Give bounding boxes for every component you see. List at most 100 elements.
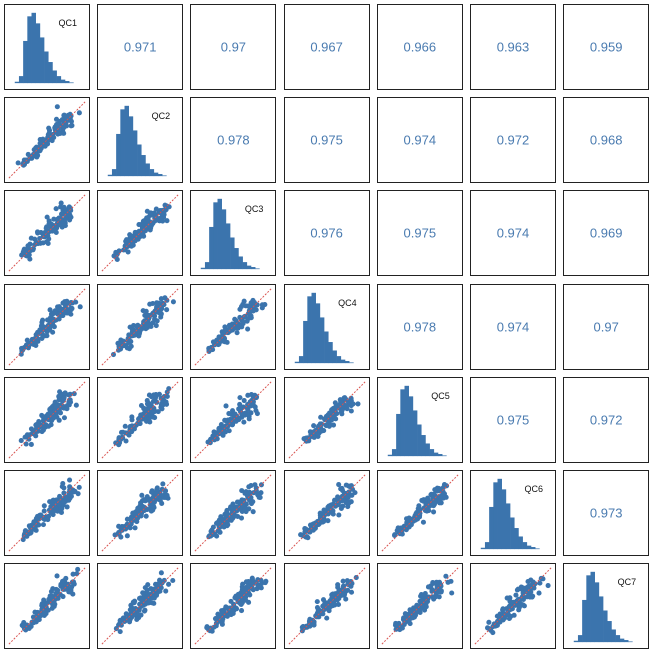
histogram-bar (340, 359, 345, 363)
scatter-point (239, 488, 245, 494)
scatter-point (260, 301, 266, 307)
histogram-bar (243, 262, 248, 270)
scatter-point (121, 618, 127, 624)
scatter-point (63, 300, 69, 306)
scatter-point (343, 482, 349, 488)
histogram-bar (120, 109, 125, 177)
scatter-point (63, 216, 69, 222)
scatter-point (61, 415, 67, 421)
scatter-point (501, 614, 507, 620)
correlation-cell: 0.975 (376, 190, 463, 277)
histogram-bar (226, 223, 231, 270)
correlation-value: 0.972 (589, 412, 623, 428)
scatter-point (443, 573, 449, 579)
scatter-point (135, 233, 141, 239)
identity-line (194, 288, 272, 366)
identity-line (8, 381, 86, 459)
scatter-point (156, 300, 162, 306)
scatter-point (20, 536, 26, 543)
scatter-point (226, 326, 233, 332)
scatter-point (430, 588, 436, 594)
scatter-point (306, 529, 313, 535)
scatter-point (220, 432, 226, 438)
scatter-point (338, 407, 345, 413)
scatter-point (240, 319, 246, 325)
scatter-point (69, 305, 75, 311)
scatter-point (60, 221, 67, 227)
scatter-point (25, 152, 31, 158)
histogram-bar (247, 266, 252, 270)
variable-label: QC1 (58, 18, 77, 28)
scatter-point (38, 146, 44, 152)
histogram-bar (620, 638, 625, 643)
scatter-point (125, 516, 131, 522)
scatter-point (55, 596, 61, 602)
scatter-point (323, 602, 329, 608)
identity-line (381, 567, 459, 645)
scatter-point (40, 240, 46, 246)
scatter-point (127, 607, 134, 613)
scatter-point (48, 509, 54, 515)
scatter-point (116, 248, 122, 254)
scatter-point (310, 422, 316, 428)
scatter-point (142, 312, 148, 318)
correlation-cell: 0.972 (470, 97, 556, 184)
scatter-point (146, 497, 152, 504)
histogram-bar (514, 528, 519, 550)
correlation-cell: 0.966 (376, 4, 463, 90)
scatter-point (33, 342, 39, 348)
correlation-value: 0.974 (403, 132, 437, 148)
scatter-point (126, 339, 132, 345)
scatter-point (139, 596, 145, 603)
scatter-point (233, 513, 239, 519)
histogram-bar (107, 174, 113, 177)
scatter-point (126, 432, 132, 438)
histogram-bar (535, 548, 540, 550)
scatter-point (147, 419, 153, 425)
histogram-bar (628, 641, 633, 643)
scatter-point (300, 533, 306, 539)
scatter-point (76, 484, 82, 490)
scatter-point (521, 603, 527, 609)
scatter-point (234, 606, 240, 612)
scatter-point (52, 399, 58, 405)
histogram-bar (404, 385, 409, 456)
variable-label: QC3 (244, 204, 264, 215)
scatter-point (40, 422, 47, 428)
identity-line (288, 474, 366, 552)
scatter-point (41, 503, 47, 509)
histogram-bar (69, 82, 74, 84)
scatter-point (315, 521, 321, 527)
scatter-point (171, 298, 177, 304)
scatter-point (248, 482, 254, 489)
histogram-bar (52, 70, 57, 84)
scatter-point (322, 422, 328, 428)
scatter-point (329, 508, 335, 514)
histogram-bar (27, 16, 32, 84)
scatter-point (204, 625, 210, 631)
histogram-bar (162, 175, 167, 177)
scatter-point (311, 619, 317, 625)
scatter-point (144, 506, 151, 513)
scatter-point (63, 119, 69, 125)
scatter-point (35, 522, 41, 528)
scatter-point (500, 607, 506, 613)
scatter-point (122, 423, 128, 429)
scatter-point (428, 491, 434, 497)
scatter-point (436, 485, 442, 492)
scatter-point (40, 522, 46, 528)
histogram-bar (573, 640, 579, 643)
correlation-cell: 0.97 (563, 283, 650, 370)
scatter-point (317, 421, 323, 427)
scatter-point (321, 511, 327, 517)
correlation-cell: 0.972 (563, 376, 650, 463)
scatter-point (114, 626, 120, 632)
scatter-point (407, 609, 414, 615)
scatter-point (40, 515, 46, 521)
scatter-point (335, 512, 341, 518)
scatter-point (530, 593, 536, 599)
scatter-cell (4, 376, 90, 463)
scatter-point (68, 311, 74, 317)
scatter-point (335, 496, 341, 503)
scatter-point (448, 590, 455, 596)
